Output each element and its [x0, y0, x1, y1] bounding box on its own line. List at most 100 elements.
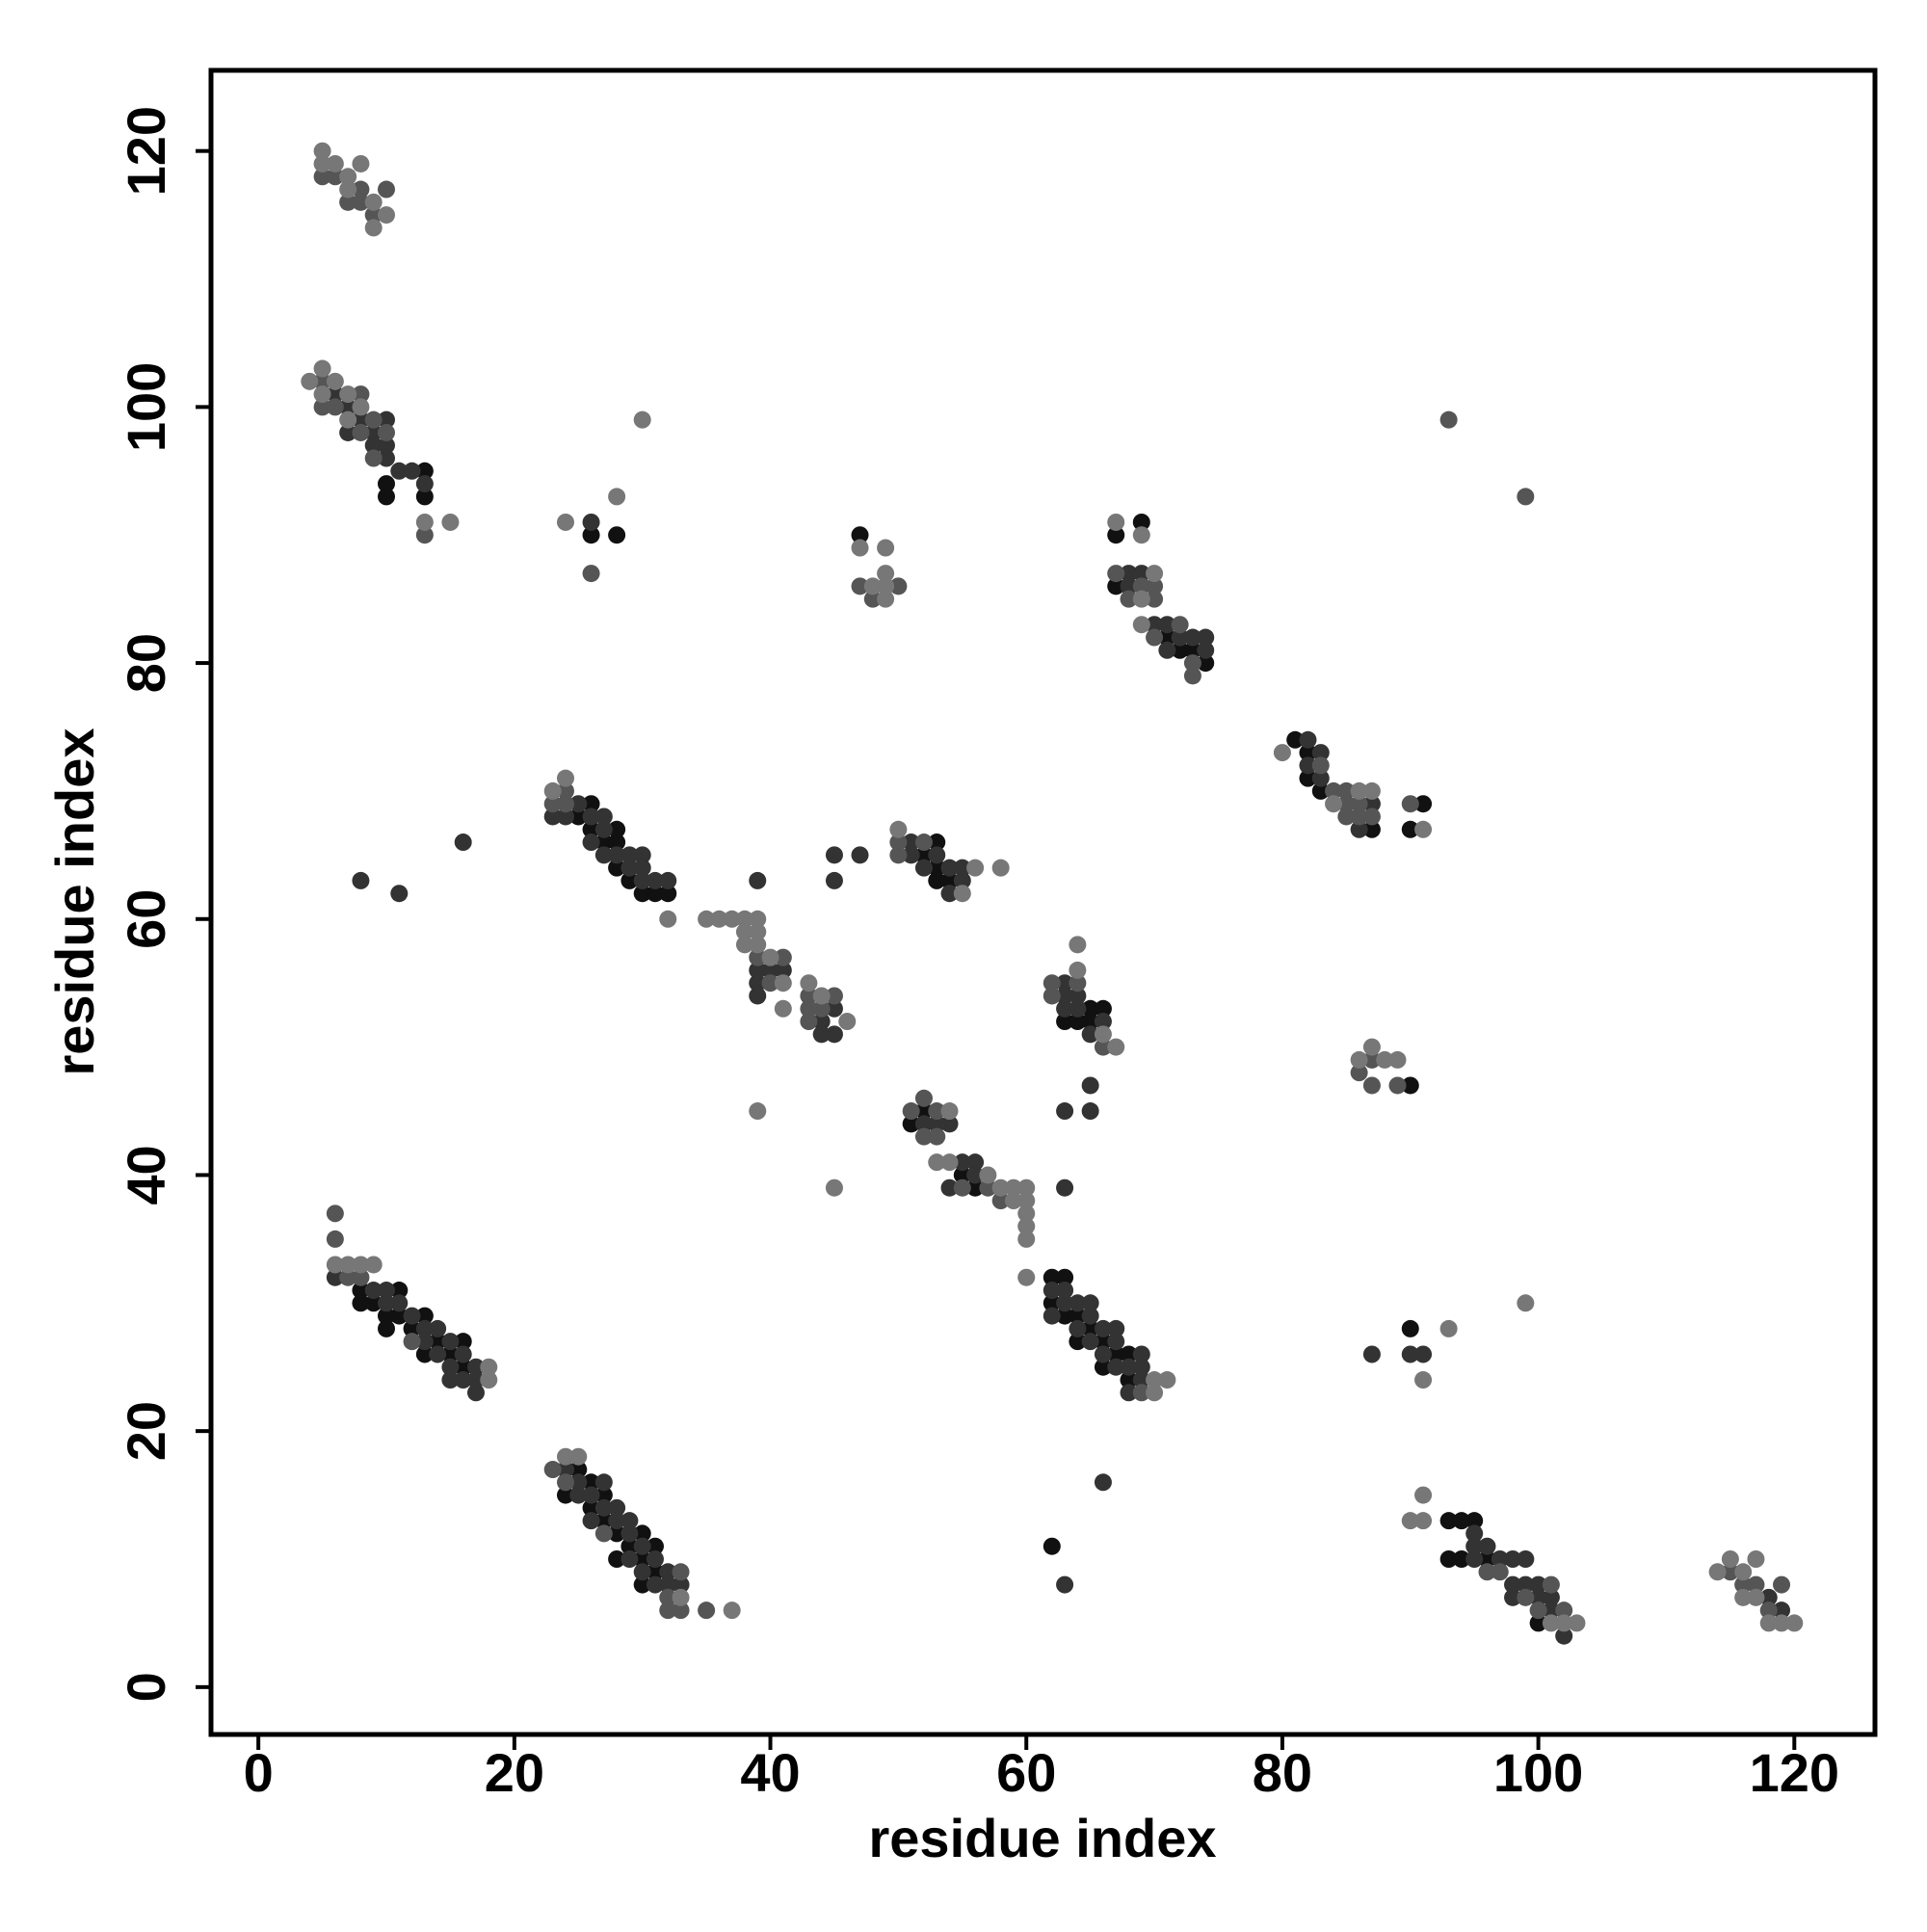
contact-point [326, 154, 344, 172]
contact-point [377, 410, 395, 429]
contact-point [377, 423, 395, 441]
contact-point [1362, 781, 1381, 800]
contact-point [1401, 1076, 1419, 1095]
contact-point [352, 385, 370, 404]
contact-point [1069, 936, 1087, 954]
contact-point [1286, 730, 1305, 749]
contact-point [1146, 577, 1164, 595]
contact-point [390, 1282, 409, 1300]
contact-point [556, 769, 574, 787]
contact-point [352, 423, 370, 441]
contact-point [594, 834, 613, 852]
contact-point [364, 410, 383, 429]
contact-point [1132, 590, 1150, 608]
contact-point [979, 1166, 997, 1184]
contact-point [1004, 1178, 1022, 1197]
contact-point [1094, 1013, 1112, 1031]
contact-point [1197, 641, 1215, 659]
contact-point [415, 513, 434, 531]
contact-point [940, 1102, 959, 1121]
contact-point [415, 475, 434, 493]
contact-point [594, 820, 613, 838]
contact-point [749, 871, 767, 889]
contact-point [672, 1588, 690, 1606]
contact-point [364, 193, 383, 211]
contact-point [914, 1102, 933, 1121]
contact-point [979, 1178, 997, 1197]
contact-point [364, 437, 383, 455]
contact-point [352, 1282, 370, 1300]
contact-point [1350, 795, 1368, 813]
contact-point [1337, 807, 1356, 826]
contact-point [659, 871, 677, 889]
contact-point [608, 1512, 626, 1530]
contact-point [466, 1358, 485, 1376]
contact-point [749, 910, 767, 928]
contact-point [953, 871, 971, 889]
contact-point [1056, 1282, 1074, 1300]
contact-point [812, 1025, 831, 1044]
contact-point [569, 807, 588, 826]
contact-point [1043, 974, 1061, 992]
contact-point [608, 1498, 626, 1517]
contact-point [582, 1498, 600, 1517]
contact-point [582, 1512, 600, 1530]
contact-point [582, 820, 600, 838]
contact-point [1439, 1319, 1458, 1337]
contact-point [620, 1512, 639, 1530]
contact-point [953, 1153, 971, 1172]
contact-point [352, 871, 370, 889]
contact-point [1362, 1038, 1381, 1056]
contact-point [1171, 628, 1189, 647]
contact-point [326, 398, 344, 416]
y-tick-label: 120 [116, 106, 176, 196]
contact-point [838, 1013, 857, 1031]
contact-point [352, 193, 370, 211]
contact-point [1401, 795, 1419, 813]
contact-point [364, 206, 383, 225]
contact-point [1542, 1575, 1560, 1594]
contact-point [877, 577, 895, 595]
contact-point [928, 1153, 946, 1172]
y-tick-label: 20 [116, 1401, 176, 1461]
contact-point [608, 1524, 626, 1543]
contact-point [991, 1192, 1010, 1210]
contact-point [1069, 974, 1087, 992]
contact-point [403, 462, 421, 480]
contact-point [339, 1256, 357, 1274]
contact-point [1197, 654, 1215, 673]
contact-point [940, 1153, 959, 1172]
contact-point [556, 795, 574, 813]
contact-point [543, 807, 562, 826]
contact-point [991, 859, 1010, 877]
contact-point [1183, 641, 1201, 659]
contact-point [1350, 1050, 1368, 1069]
contact-point [1146, 565, 1164, 583]
contact-point [1734, 1588, 1753, 1606]
contact-point [940, 859, 959, 877]
contact-point [1517, 1294, 1535, 1312]
contact-point [620, 859, 639, 877]
contact-point [339, 168, 357, 186]
contact-point [1465, 1550, 1484, 1569]
contact-point [735, 936, 753, 954]
contact-point [1043, 1307, 1061, 1325]
contact-point [1017, 1192, 1036, 1210]
contact-point [659, 1588, 677, 1606]
contact-point [1056, 987, 1074, 1005]
contact-point [1734, 1563, 1753, 1581]
contact-point [377, 1319, 395, 1337]
contact-point [352, 410, 370, 429]
contact-point [851, 539, 869, 557]
contact-point [800, 1013, 818, 1031]
contact-point [659, 1575, 677, 1594]
contact-point [633, 1575, 651, 1594]
contact-point [415, 1319, 434, 1337]
contact-point [1120, 1345, 1138, 1363]
contact-point [1529, 1601, 1547, 1620]
contact-point [902, 1115, 920, 1133]
y-axis-title: residue index [44, 728, 105, 1075]
contact-point [1337, 781, 1356, 800]
contact-point [646, 885, 664, 903]
